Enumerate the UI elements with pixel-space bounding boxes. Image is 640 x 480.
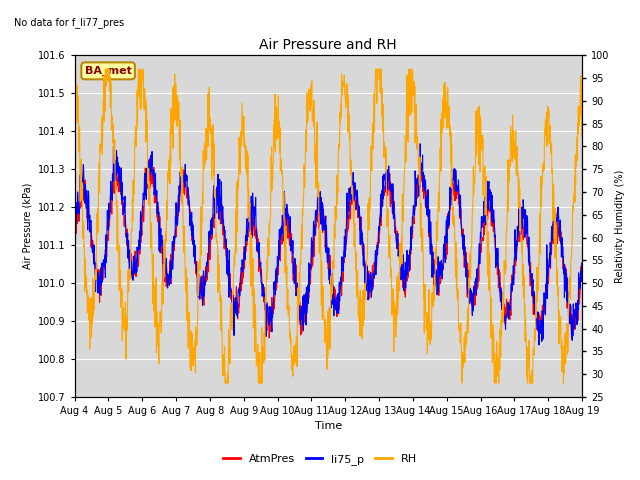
Text: BA_met: BA_met bbox=[84, 66, 132, 76]
Title: Air Pressure and RH: Air Pressure and RH bbox=[259, 37, 397, 51]
Legend: AtmPres, li75_p, RH: AtmPres, li75_p, RH bbox=[218, 450, 422, 469]
X-axis label: Time: Time bbox=[315, 421, 342, 432]
Y-axis label: Air Pressure (kPa): Air Pressure (kPa) bbox=[22, 183, 32, 269]
Text: No data for f_li77_pres: No data for f_li77_pres bbox=[13, 17, 124, 28]
Y-axis label: Relativity Humidity (%): Relativity Humidity (%) bbox=[615, 169, 625, 283]
